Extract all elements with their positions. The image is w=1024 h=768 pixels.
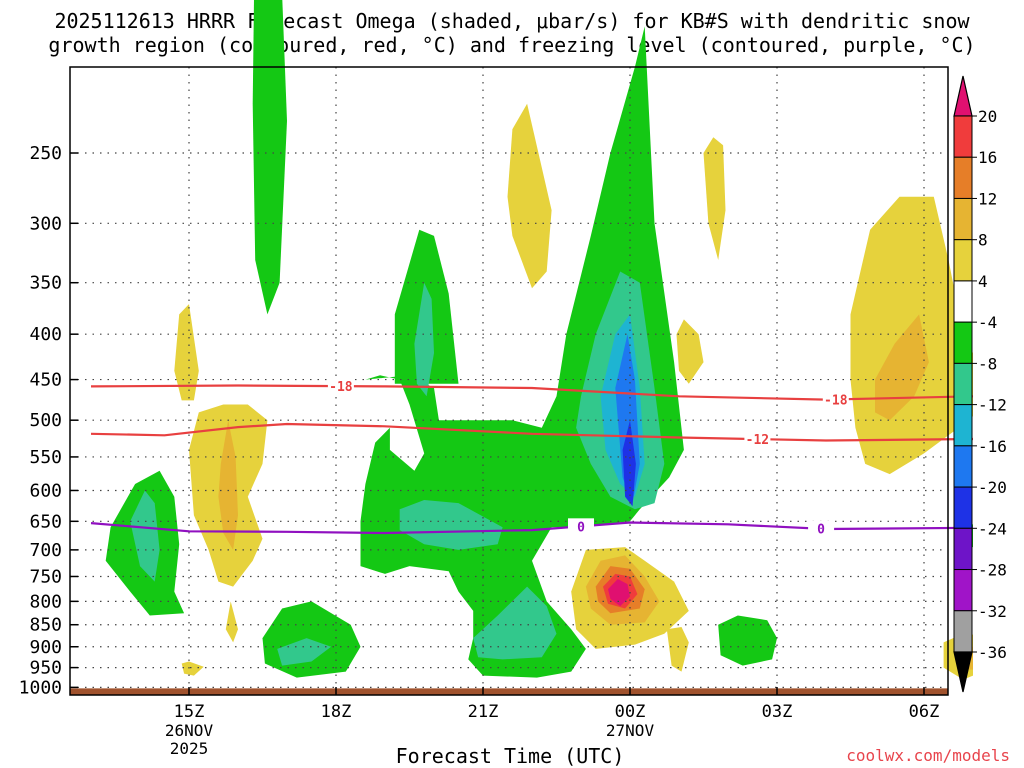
y-tick-label-950: 950 xyxy=(29,658,62,679)
colorbar-bin-10 xyxy=(953,486,973,529)
omega-region-22 xyxy=(703,137,726,260)
omega-region-14 xyxy=(718,615,777,666)
y-tick-label-500: 500 xyxy=(29,410,62,431)
colorbar-bin-2 xyxy=(953,156,973,199)
plot-frame xyxy=(69,66,949,696)
colorbar-label-4: 4 xyxy=(978,272,988,291)
y-tick-label-400: 400 xyxy=(29,324,62,345)
colorbar-bin-6 xyxy=(953,321,973,364)
colorbar-top-triangle xyxy=(953,75,973,117)
colorbar-bin-8 xyxy=(953,404,973,447)
isotherm-layer: -18 -18 -12 0 0 xyxy=(90,378,974,538)
isotherm-label--12-0: -12 xyxy=(746,433,769,448)
x-tick-label-00Z: 00Z xyxy=(615,702,646,722)
omega-fill-layer xyxy=(105,0,973,680)
omega-region-2 xyxy=(252,0,287,315)
colorbar-label-2: 12 xyxy=(978,189,997,208)
y-tick-label-750: 750 xyxy=(29,566,62,587)
colorbar-label-10: -24 xyxy=(978,519,1007,538)
colorbar-bin-12 xyxy=(953,569,973,612)
x-tick-date-00Z: 27NOV xyxy=(606,721,655,740)
x-tick-label-21Z: 21Z xyxy=(468,702,499,722)
isotherm-label--18-1: -18 xyxy=(824,393,848,408)
colorbar-label-8: -16 xyxy=(978,437,1007,456)
colorbar-label-3: 8 xyxy=(978,231,988,250)
omega-region-4 xyxy=(277,638,332,666)
isotherm-label-0-1: 0 xyxy=(817,523,825,538)
colorbar-label-11: -28 xyxy=(978,561,1007,580)
colorbar-label-12: -32 xyxy=(978,602,1007,621)
site-credit[interactable]: coolwx.com/models xyxy=(846,746,1010,765)
pressure-axis: 2503003504004505005506006507007508008509… xyxy=(19,143,78,698)
colorbar: 20 16 12 8 4 -4 -8 -12 -16 -20 -24 -28 -32 -36 xyxy=(953,75,1007,693)
y-tick-label-450: 450 xyxy=(29,370,62,391)
x-tick-label-18Z: 18Z xyxy=(321,702,352,722)
y-tick-label-700: 700 xyxy=(29,540,62,561)
omega-region-23 xyxy=(676,319,704,384)
omega-region-13 xyxy=(622,420,636,507)
colorbar-label-5: -4 xyxy=(978,313,997,332)
colorbar-bottom-triangle xyxy=(953,651,973,693)
y-tick-label-1000: 1000 xyxy=(19,677,62,698)
omega-region-28 xyxy=(608,579,630,607)
x-axis-label: Forecast Time (UTC) xyxy=(395,744,625,768)
isotherm--12 xyxy=(90,422,974,442)
colorbar-bin-11 xyxy=(953,527,973,571)
colorbar-bin-13 xyxy=(953,610,973,653)
omega-region-20 xyxy=(181,661,204,676)
x-tick-label-06Z: 06Z xyxy=(909,702,940,722)
isotherm-label-bg--12-0 xyxy=(744,431,771,447)
omega-region-7 xyxy=(414,282,434,397)
colorbar-bin-5 xyxy=(953,280,973,323)
isotherm-label-bg--18-0 xyxy=(327,378,354,394)
x-tick-date-15Z: 26NOV xyxy=(165,721,214,740)
colorbar-bin-4 xyxy=(953,239,973,282)
colorbar-label-6: -8 xyxy=(978,354,997,373)
x-tick-label-03Z: 03Z xyxy=(762,702,793,722)
omega-region-31 xyxy=(875,314,929,421)
y-tick-label-800: 800 xyxy=(29,591,62,612)
omega-region-29 xyxy=(666,627,689,672)
isotherm-label--18-0: -18 xyxy=(329,380,353,395)
y-tick-label-350: 350 xyxy=(29,273,62,294)
isotherm-0 xyxy=(90,521,974,535)
omega-region-18 xyxy=(218,420,238,550)
isotherm-label-bg-0-1 xyxy=(808,520,835,536)
omega-region-19 xyxy=(225,601,238,643)
isotherm-label-bg--18-1 xyxy=(822,391,849,407)
x-tick-year-15Z: 2025 xyxy=(170,739,209,758)
colorbar-label-9: -20 xyxy=(978,478,1007,497)
omega-region-3 xyxy=(262,601,361,678)
colorbar-bin-3 xyxy=(953,197,973,241)
y-tick-label-900: 900 xyxy=(29,637,62,658)
colorbar-label-7: -12 xyxy=(978,396,1007,415)
colorbar-label-0: 20 xyxy=(978,107,997,126)
omega-region-16 xyxy=(174,304,199,401)
colorbar-bin-1 xyxy=(953,115,973,158)
isotherm-label-bg-0-0 xyxy=(568,518,594,534)
omega-region-9 xyxy=(473,586,557,660)
y-tick-label-250: 250 xyxy=(29,143,62,164)
y-tick-label-300: 300 xyxy=(29,213,62,234)
y-tick-label-600: 600 xyxy=(29,480,62,501)
omega-region-21 xyxy=(507,103,552,289)
colorbar-bin-7 xyxy=(953,362,973,406)
colorbar-bin-9 xyxy=(953,445,973,488)
y-tick-label-550: 550 xyxy=(29,447,62,468)
surface-terrain xyxy=(70,688,948,695)
colorbar-label-1: 16 xyxy=(978,148,997,167)
omega-region-8 xyxy=(399,500,503,550)
isotherm-label-0-0: 0 xyxy=(577,520,585,535)
y-tick-label-650: 650 xyxy=(29,511,62,532)
omega-region-1 xyxy=(130,490,160,582)
y-tick-label-850: 850 xyxy=(29,615,62,636)
surface-layer xyxy=(70,688,948,695)
colorbar-label-13: -36 xyxy=(978,643,1007,662)
x-tick-label-15Z: 15Z xyxy=(174,702,205,722)
